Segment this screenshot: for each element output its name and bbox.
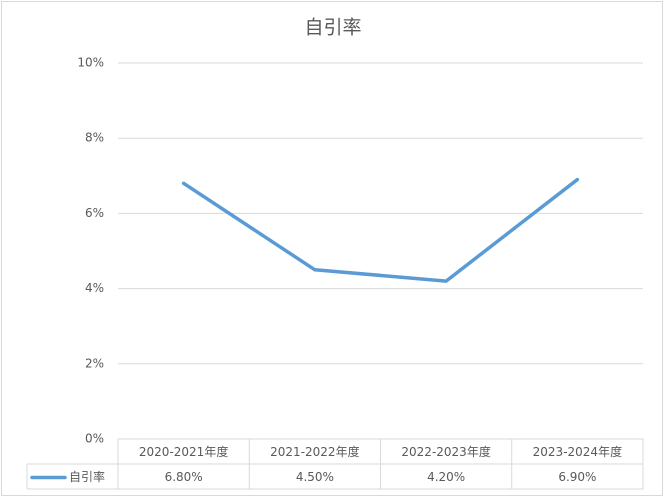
table-value: 6.80% xyxy=(165,470,203,484)
x-tick-label: 2022-2023年度 xyxy=(401,444,490,459)
table-value: 4.50% xyxy=(296,470,334,484)
y-tick-label: 10% xyxy=(77,56,104,70)
x-tick-label: 2020-2021年度 xyxy=(139,444,228,459)
y-tick-label: 4% xyxy=(85,281,104,295)
legend-label: 自引率 xyxy=(69,469,105,484)
table-value: 6.90% xyxy=(558,470,596,484)
y-tick-label: 2% xyxy=(85,356,104,370)
y-tick-label: 8% xyxy=(85,131,104,145)
data-line xyxy=(181,177,580,283)
chart-title: 自引率 xyxy=(304,17,361,39)
y-tick-label: 6% xyxy=(85,206,104,220)
x-tick-label: 2021-2022年度 xyxy=(270,444,359,459)
table-value: 4.20% xyxy=(427,470,465,484)
y-tick-label: 0% xyxy=(85,432,104,446)
x-tick-label: 2023-2024年度 xyxy=(533,444,622,459)
